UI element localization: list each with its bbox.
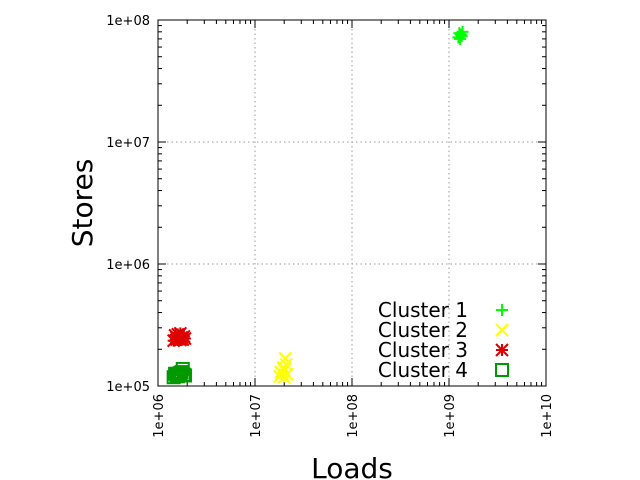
legend-label: Cluster 1 (378, 298, 468, 322)
legend-marker (495, 323, 509, 337)
x-tick-label: 1e+06 (152, 394, 167, 438)
x-axis-title: Loads (311, 452, 393, 480)
x-tick-label: 1e+10 (540, 394, 555, 438)
data-point (455, 29, 468, 42)
legend-marker (495, 363, 509, 377)
x-tick-label: 1e+09 (443, 394, 458, 438)
data-point (454, 32, 467, 45)
y-tick-label: 1e+07 (106, 136, 150, 151)
y-tick-label: 1e+06 (106, 258, 150, 273)
y-tick-label: 1e+08 (106, 14, 150, 29)
axis-ticks: 1e+06 1e+07 1e+08 1e+09 1e+101e+051e+061e+07… (106, 14, 555, 438)
legend-label: Cluster 2 (378, 318, 468, 342)
data-point (178, 368, 193, 383)
legend-label: Cluster 4 (378, 358, 468, 382)
data-point (173, 333, 188, 347)
data-points (166, 25, 469, 385)
x-tick-label: 1e+08 (346, 394, 361, 438)
y-tick-label: 1e+05 (106, 380, 150, 395)
data-point (170, 369, 185, 384)
legend-marker (496, 304, 508, 316)
grid-lines (158, 20, 546, 386)
data-point (168, 366, 183, 381)
x-tick-label: 1e+07 (249, 394, 264, 438)
data-point (277, 370, 291, 384)
legend-marker (495, 343, 509, 357)
y-axis-title: Stores (66, 159, 99, 248)
legend-label: Cluster 3 (378, 338, 468, 362)
